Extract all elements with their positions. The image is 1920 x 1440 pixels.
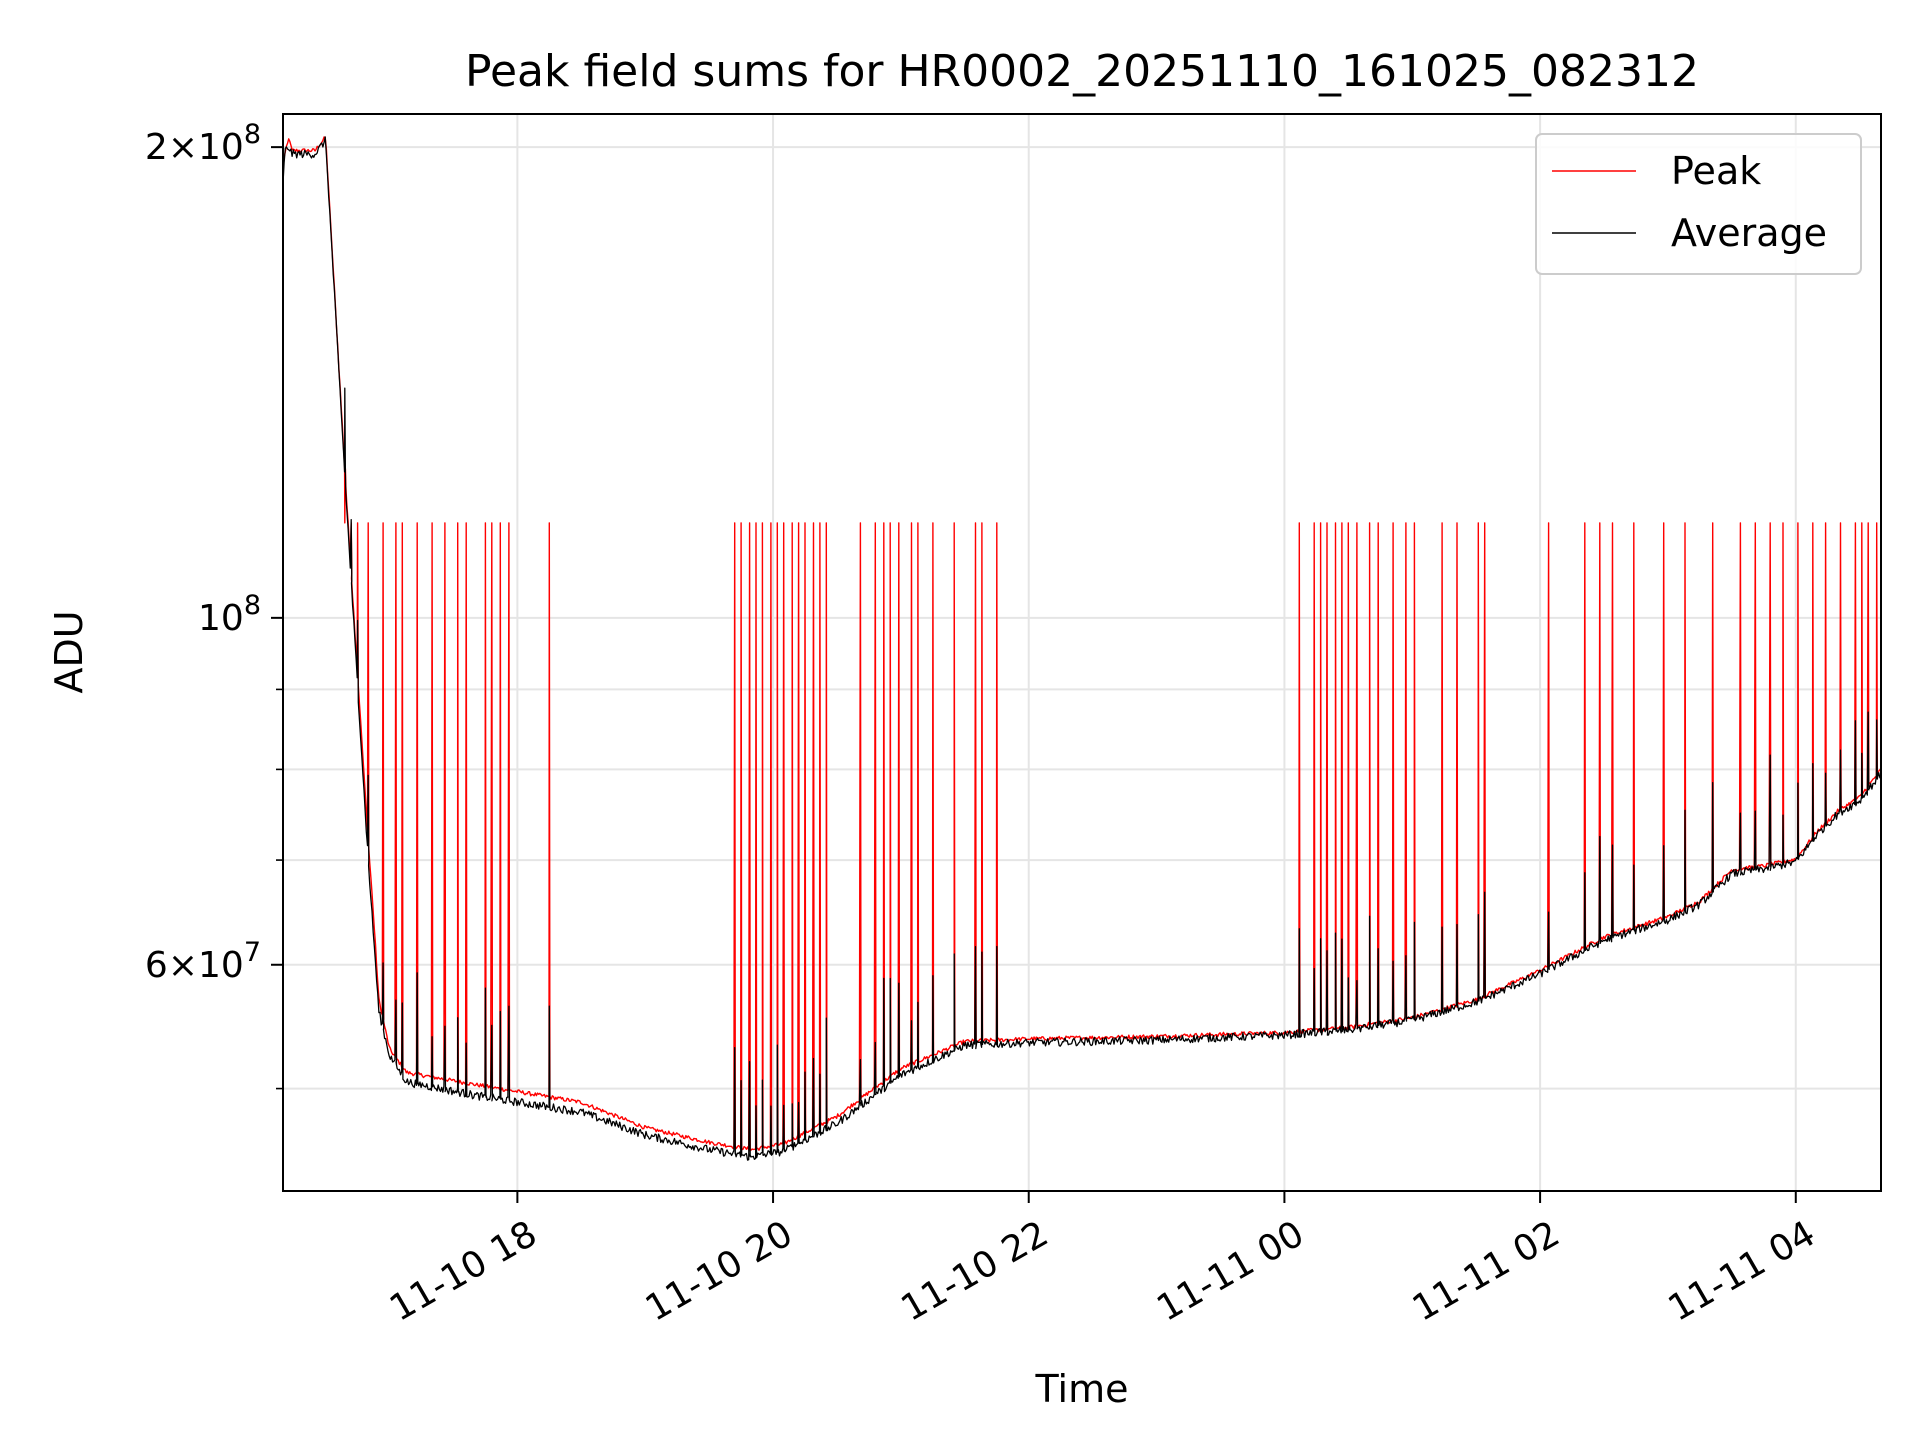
- series-line-peak: [283, 136, 1881, 1152]
- y-axis-label: ADU: [47, 610, 91, 693]
- series-line-average: [283, 136, 1881, 1161]
- axes-frame: [282, 113, 1882, 1192]
- y-tick-label: 108: [198, 590, 261, 639]
- y-tick-label: 6×107: [145, 937, 261, 986]
- legend: Peak Average: [1535, 133, 1862, 275]
- y-tick-label: 2×108: [145, 119, 261, 168]
- legend-box: [1535, 133, 1862, 275]
- legend-label-average: Average: [1671, 211, 1827, 255]
- x-axis-label: Time: [1035, 1367, 1129, 1411]
- y-axis-ticks: 2×108 108 6×107: [145, 119, 283, 1090]
- plot-area: [283, 136, 1881, 1161]
- legend-label-peak: Peak: [1671, 149, 1761, 193]
- chart-title: Peak field sums for HR0002_20251110_1610…: [465, 46, 1699, 97]
